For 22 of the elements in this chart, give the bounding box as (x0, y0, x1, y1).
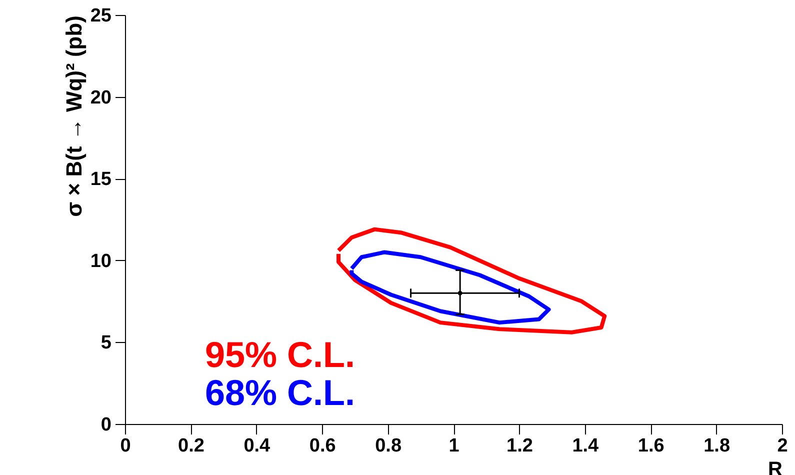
y-axis-title: σ × B(t → Wq)² (pb) (61, 16, 86, 217)
x-tick-label: 0.8 (375, 436, 402, 456)
x-tick-label: 0.2 (178, 436, 204, 456)
y-tick-label: 25 (90, 6, 112, 26)
x-tick-label: 0.4 (244, 436, 271, 456)
x-tick-label: 1.8 (704, 436, 730, 456)
line-series (336, 227, 607, 334)
x-tick-label: 1 (448, 436, 460, 456)
y-tick-label: 20 (90, 87, 112, 108)
line-series (350, 250, 551, 325)
y-tick-label: 5 (100, 332, 112, 354)
x-tick-label: 0.6 (309, 436, 336, 456)
x-tick-label: 0 (120, 436, 131, 456)
y-tick-label: 0 (100, 414, 112, 436)
series-label: 95% C.L. (205, 334, 356, 375)
y-tick-label: 15 (90, 169, 112, 190)
y-tick-label: 10 (90, 250, 112, 272)
x-tick-label: 1.2 (506, 436, 533, 456)
x-tick-label: 2 (777, 436, 788, 456)
text: 68% C.L. (205, 372, 356, 413)
x-tick-label: 1.6 (638, 436, 664, 456)
x-tick-label: 1.4 (572, 436, 600, 456)
